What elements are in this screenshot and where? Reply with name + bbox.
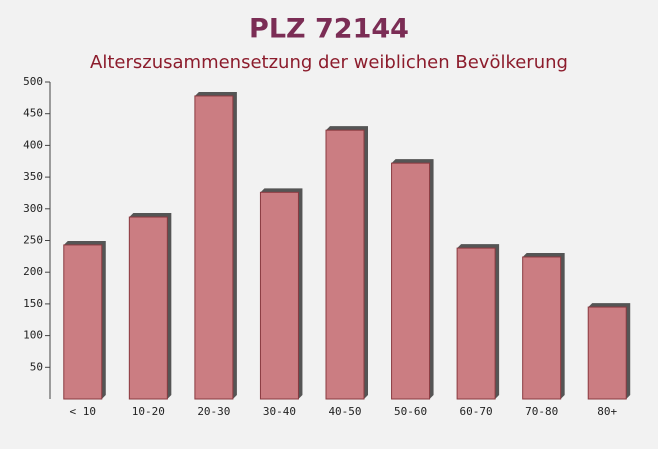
y-tick-label: 450 [23, 107, 43, 120]
y-tick-label: 250 [23, 234, 43, 247]
bar [259, 191, 299, 400]
y-tick-label: 350 [23, 170, 43, 183]
y-tick-label: 150 [23, 297, 43, 310]
x-tick-label: 70-80 [525, 405, 558, 418]
x-tick-label: 30-40 [263, 405, 296, 418]
bar [391, 162, 431, 400]
y-tick-label: 400 [23, 138, 43, 151]
y-tick-label: 300 [23, 202, 43, 215]
bar [587, 306, 627, 400]
x-tick-label: 80+ [597, 405, 617, 418]
x-tick-label: 50-60 [394, 405, 427, 418]
y-tick-label: 200 [23, 265, 43, 278]
bar [128, 216, 168, 400]
bar [456, 247, 496, 400]
x-tick-label: 40-50 [328, 405, 361, 418]
bar [194, 95, 234, 400]
x-tick-label: < 10 [70, 405, 97, 418]
bar [325, 129, 365, 400]
x-tick-label: 20-30 [197, 405, 230, 418]
bar [522, 256, 562, 400]
x-tick-label: 10-20 [132, 405, 165, 418]
chart-subtitle: Alterszusammensetzung der weiblichen Bev… [90, 52, 568, 73]
y-tick-label: 50 [30, 360, 43, 373]
chart-title: PLZ 72144 [249, 14, 409, 45]
y-tick-label: 100 [23, 329, 43, 342]
bar [63, 244, 103, 400]
x-tick-label: 60-70 [460, 405, 493, 418]
y-tick-label: 500 [23, 75, 43, 88]
